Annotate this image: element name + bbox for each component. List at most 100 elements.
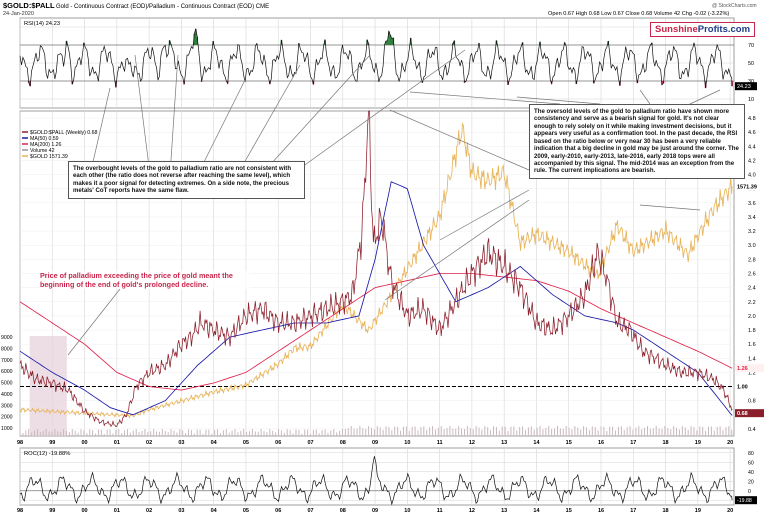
year-tick-label-bottom: 11 xyxy=(437,508,443,514)
year-tick-label: 07 xyxy=(307,440,313,446)
year-tick-label: 20 xyxy=(727,440,733,446)
ma200-series-line xyxy=(19,273,733,391)
main-right-tick-label: 1.4 xyxy=(748,356,756,362)
year-tick-label-bottom: 12 xyxy=(469,508,475,514)
legend-ma50: MA(50) 0.59 xyxy=(30,136,59,142)
chart-subtitle: Gold - Continuous Contract (EOD)/Palladi… xyxy=(56,4,269,10)
main-left-tick-label: 7000 xyxy=(1,358,13,364)
gold-last-value-label: 1571.39 xyxy=(737,184,757,190)
rsi-tick-label: 10 xyxy=(748,97,754,103)
chart-quote: Open 0.67 High 0.68 Low 0.67 Close 0.68 … xyxy=(548,11,729,17)
main-left-tick-label: 3000 xyxy=(1,403,13,409)
main-panel xyxy=(19,110,734,436)
oversold-annotation: The oversold levels of the gold to palla… xyxy=(529,104,745,179)
rsi-last-value-box xyxy=(735,82,757,91)
year-tick-label-bottom: 18 xyxy=(663,508,669,514)
callout-line xyxy=(516,96,601,105)
year-tick-label-bottom: 01 xyxy=(114,508,120,514)
ma200-last-value-label: 1.26 xyxy=(737,366,748,372)
year-tick-label: 09 xyxy=(372,440,378,446)
year-tick-label-bottom: 98 xyxy=(17,508,23,514)
roc-tick-label: 80 xyxy=(748,451,754,457)
legend-volume: Volume 42 xyxy=(30,148,55,154)
rsi-legend: RSI(14) 24.23 xyxy=(24,21,60,27)
ratio-last-value-label: 0.68 xyxy=(737,411,748,417)
callout-line xyxy=(169,54,179,176)
main-right-tick-label: 2.8 xyxy=(748,257,756,263)
overbought-annotation: The overbought levels of the gold to pal… xyxy=(68,161,305,199)
callout-line xyxy=(239,64,301,171)
year-tick-label: 11 xyxy=(437,440,443,446)
year-tick-label: 16 xyxy=(598,440,604,446)
year-tick-label: 10 xyxy=(404,440,410,446)
rsi-tick-label: 50 xyxy=(748,61,754,67)
main-right-tick-label: 1.8 xyxy=(748,328,756,334)
chart-credit: @ StockCharts.com xyxy=(712,3,757,9)
year-tick-label-bottom: 13 xyxy=(501,508,507,514)
rsi-tick-label: 70 xyxy=(748,43,754,49)
ma200-last-value-box xyxy=(735,364,764,373)
year-tick-label: 00 xyxy=(81,440,87,446)
callout-line xyxy=(89,87,111,176)
main-right-tick-label: 3.2 xyxy=(748,229,756,235)
callout-line xyxy=(389,109,530,171)
ratio-last-value-box xyxy=(735,409,764,418)
main-right-tick-label: 1.6 xyxy=(748,342,756,348)
rsi-tick-label: 30 xyxy=(748,79,754,85)
year-tick-label: 12 xyxy=(469,440,475,446)
palladium-annotation: Price of palladium exceeding the price o… xyxy=(40,271,250,289)
main-legend: $GOLD:$PALL (Weekly) 0.68 MA(50) 0.59 MA… xyxy=(30,130,97,160)
callout-line xyxy=(639,89,651,105)
axis-labels: 9898999900000101020203030404050506060707… xyxy=(1,25,764,514)
rsi-line xyxy=(19,28,733,89)
roc-tick-label: 20 xyxy=(748,479,754,485)
main-left-tick-label: 8000 xyxy=(1,346,13,352)
year-tick-label-bottom: 03 xyxy=(178,508,184,514)
main-right-tick-label: 2.0 xyxy=(748,314,756,320)
callout-line xyxy=(439,189,530,241)
chart-symbol: $GOLD:$PALL xyxy=(3,1,55,10)
main-right-tick-label: 3.6 xyxy=(748,201,756,207)
year-tick-label-bottom: 07 xyxy=(307,508,313,514)
main-right-tick-label: 0.4 xyxy=(748,427,756,433)
parity-value-label: 1.00 xyxy=(737,385,748,391)
year-tick-label-bottom: 10 xyxy=(404,508,410,514)
roc-legend: ROC(12) -19.88% xyxy=(24,451,70,457)
main-left-tick-label: 6000 xyxy=(1,369,13,375)
roc-line xyxy=(19,456,733,506)
callout-line xyxy=(134,54,151,176)
callout-line xyxy=(384,199,530,301)
year-tick-label: 08 xyxy=(340,440,346,446)
main-right-tick-label: 0.8 xyxy=(748,399,756,405)
roc-panel xyxy=(19,452,734,506)
main-left-tick-label: 2000 xyxy=(1,415,13,421)
year-tick-label-bottom: 04 xyxy=(211,508,218,514)
year-tick-label: 06 xyxy=(275,440,281,446)
logo-part1: Sunshine xyxy=(655,24,698,35)
ma50-series-line xyxy=(19,181,733,416)
main-right-tick-label: 1.2 xyxy=(748,370,756,376)
callout-line xyxy=(67,288,121,356)
chart-date: 24-Jan-2020 xyxy=(3,11,34,17)
main-right-tick-label: 4.8 xyxy=(748,116,756,122)
main-right-tick-label: 3.4 xyxy=(748,215,756,221)
year-tick-label-bottom: 20 xyxy=(727,508,733,514)
year-tick-label-bottom: 06 xyxy=(275,508,281,514)
year-tick-label: 04 xyxy=(211,440,218,446)
logo-part2: Profits.com xyxy=(697,24,751,35)
rsi-last-value-label: 24.23 xyxy=(737,84,751,90)
main-right-tick-label: 4.2 xyxy=(748,158,756,164)
sunshine-profits-logo: SunshineProfits.com xyxy=(650,22,756,37)
legend-ma200: MA(200) 1.26 xyxy=(30,142,62,148)
year-tick-label: 01 xyxy=(114,440,120,446)
callout-line xyxy=(199,79,246,171)
year-tick-label: 14 xyxy=(533,440,540,446)
year-tick-label-bottom: 16 xyxy=(598,508,604,514)
year-tick-label-bottom: 09 xyxy=(372,508,378,514)
rsi-panel xyxy=(19,26,734,100)
main-right-tick-label: 2.6 xyxy=(748,272,756,278)
legend-gold: $GOLD 1571.39 xyxy=(30,154,68,160)
roc-last-value-label: -19.88 xyxy=(737,498,752,504)
